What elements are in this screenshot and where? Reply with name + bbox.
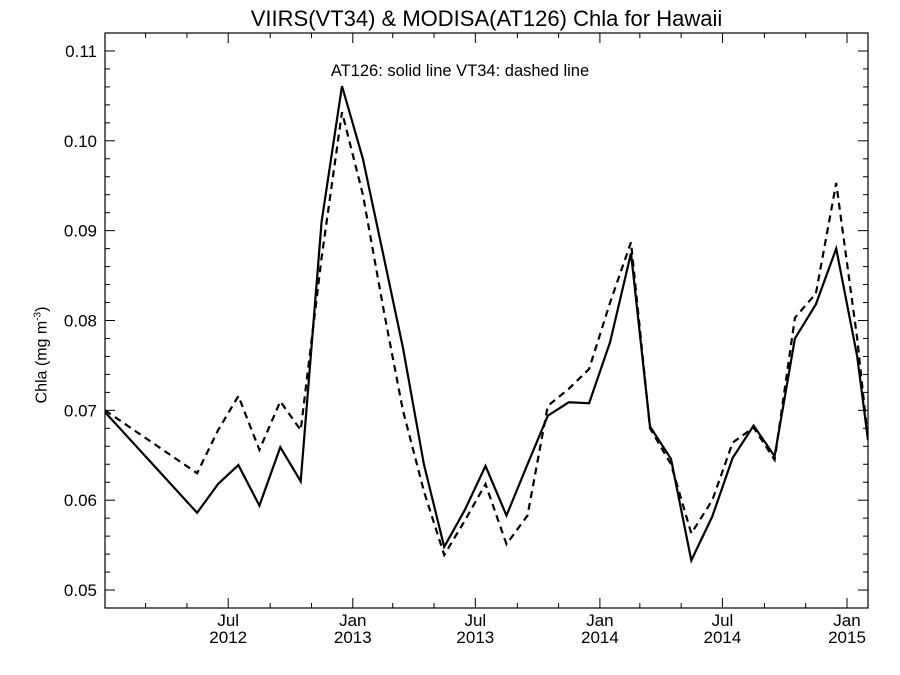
x-tick-label-month: Jan (339, 611, 366, 630)
x-tick-label-year: 2014 (704, 628, 742, 647)
y-tick-label: 0.05 (64, 581, 97, 600)
plot-frame (104, 32, 869, 609)
series-vt34 (105, 111, 868, 558)
series-at126 (105, 85, 868, 564)
x-tick-label-year: 2014 (581, 628, 619, 647)
x-tick-label-month: Jul (464, 611, 486, 630)
x-tick-label-year: 2013 (334, 628, 372, 647)
y-tick-label: 0.11 (65, 42, 97, 61)
series-line-at126 (105, 85, 868, 564)
x-tick-label-month: Jan (586, 611, 613, 630)
line-style-annotation: AT126: solid line VT34: dashed line (330, 62, 590, 80)
x-tick-label-month: Jul (712, 611, 734, 630)
y-tick-label: 0.09 (64, 222, 97, 241)
y-tick-label: 0.07 (64, 401, 97, 420)
x-tick-label-year: 2015 (828, 628, 866, 647)
y-tick-label: 0.08 (64, 312, 97, 331)
x-tick-label-month: Jan (833, 611, 860, 630)
x-tick-label-year: 2013 (456, 628, 494, 647)
x-tick-label-month: Jul (217, 611, 239, 630)
y-tick-label: 0.10 (64, 132, 97, 151)
axis-layer: 0.050.060.070.080.090.100.11Jul2012Jan20… (64, 32, 869, 647)
y-tick-label: 0.06 (64, 491, 97, 510)
x-tick-label-year: 2012 (209, 628, 247, 647)
series-layer (105, 85, 868, 564)
series-line-vt34 (105, 111, 868, 558)
chart-title: VIIRS(VT34) & MODISA(AT126) Chla for Haw… (250, 6, 723, 31)
